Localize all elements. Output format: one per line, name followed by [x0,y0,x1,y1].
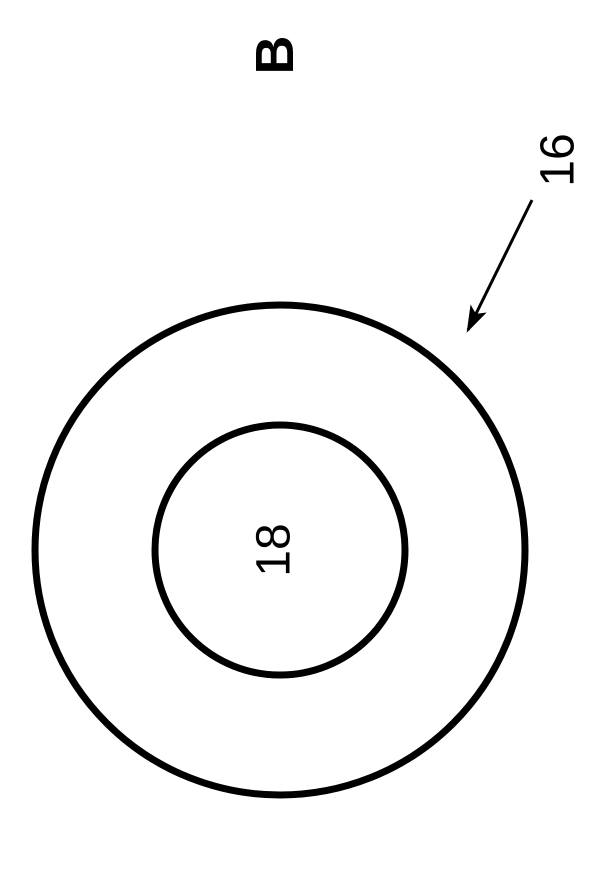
figure-label-b: B [244,36,306,75]
callout-16-label: 16 [531,133,586,186]
diagram-svg [0,0,605,880]
callout-16-leader [468,200,532,330]
callout-18-label: 18 [247,523,302,576]
